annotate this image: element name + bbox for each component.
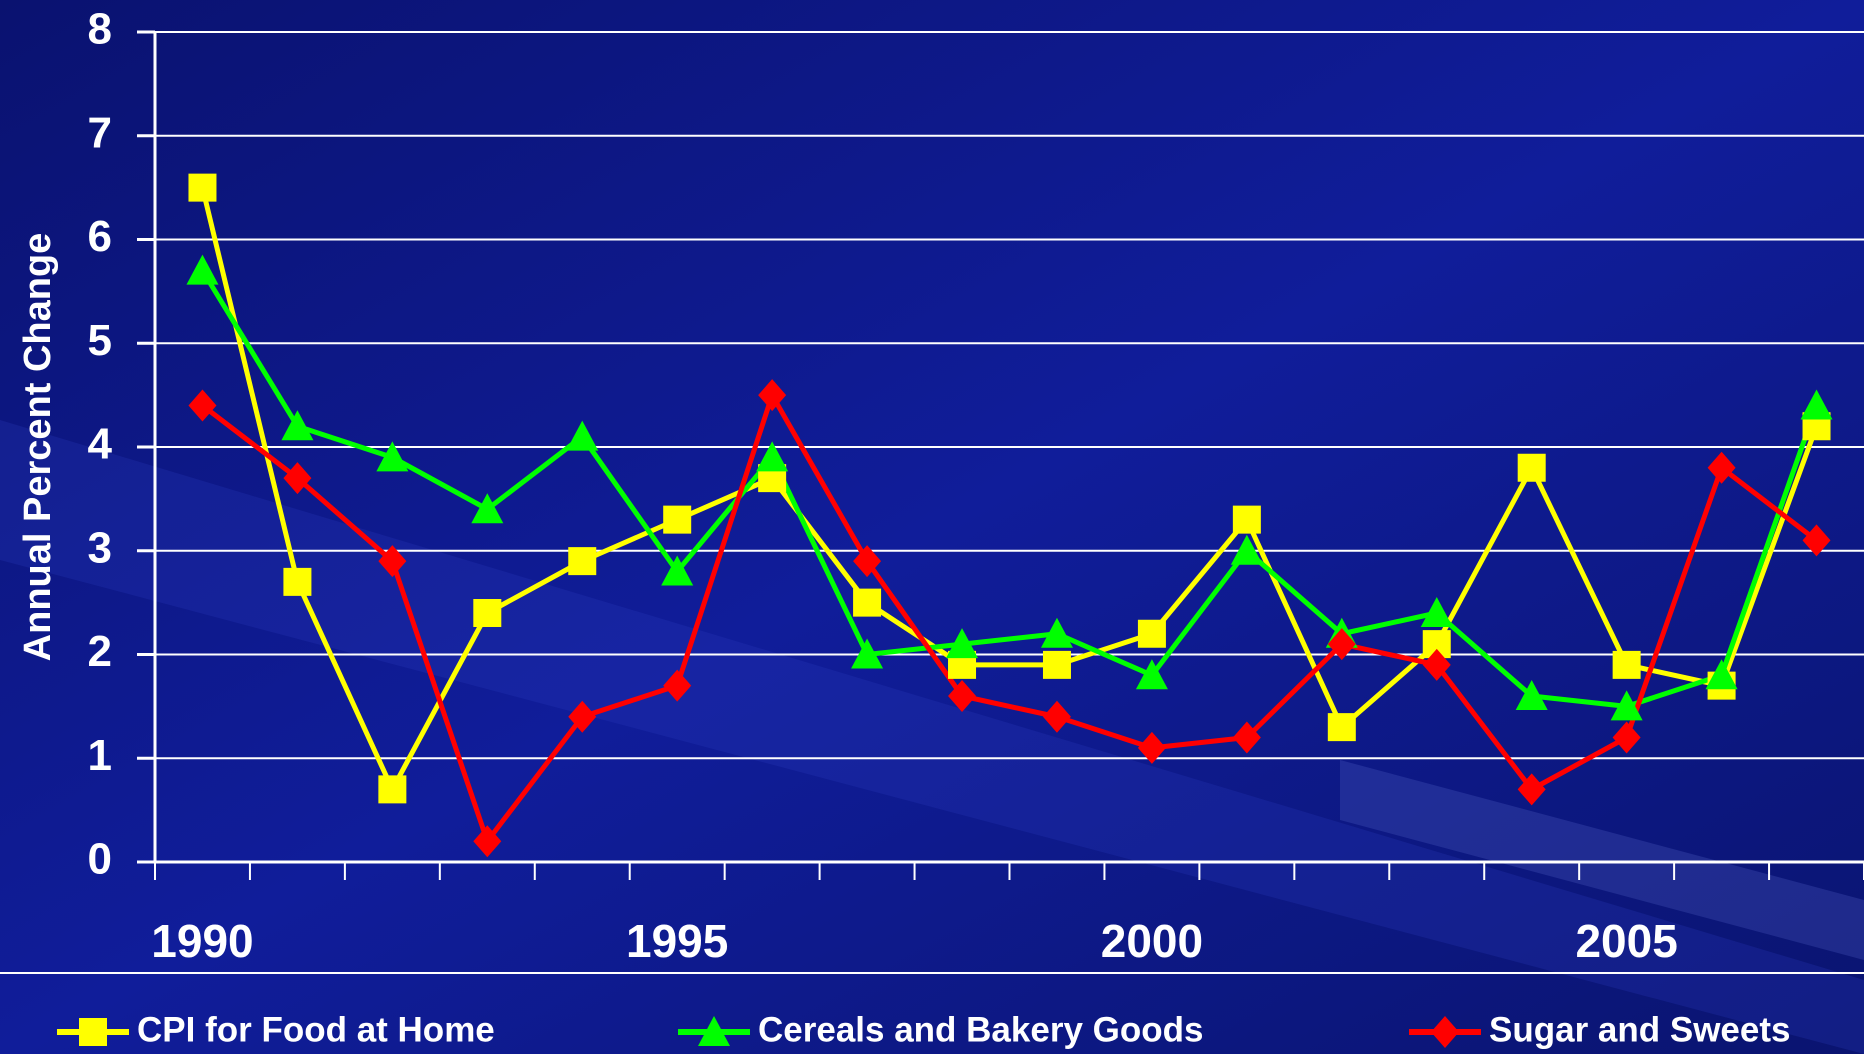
marker <box>188 389 217 422</box>
y-axis-label: Annual Percent Change <box>17 233 59 662</box>
marker <box>376 441 409 472</box>
x-tick-label: 2005 <box>1575 915 1677 967</box>
marker <box>1327 713 1356 742</box>
marker <box>283 567 312 596</box>
marker <box>473 599 502 627</box>
legend-marker <box>698 1016 730 1046</box>
legend-label: Sugar and Sweets <box>1489 1010 1790 1049</box>
marker <box>853 545 882 578</box>
background-streak <box>0 420 1864 1054</box>
marker <box>1232 505 1261 534</box>
marker <box>1517 453 1546 482</box>
marker <box>281 410 314 441</box>
y-tick-label: 6 <box>88 212 112 261</box>
marker <box>663 505 692 534</box>
marker <box>188 173 217 202</box>
y-tick-label: 8 <box>88 5 112 54</box>
marker <box>946 628 979 659</box>
legend-marker <box>1431 1016 1459 1048</box>
y-tick-label: 0 <box>88 835 112 884</box>
y-tick-label: 3 <box>88 523 112 572</box>
background-streak <box>1340 760 1864 960</box>
marker <box>851 638 884 669</box>
marker <box>1042 700 1071 733</box>
y-tick-label: 1 <box>88 731 112 780</box>
marker <box>1517 773 1546 806</box>
marker <box>1420 597 1453 627</box>
marker <box>1707 451 1736 484</box>
marker <box>1135 659 1168 690</box>
marker <box>758 379 787 412</box>
marker <box>1042 650 1071 679</box>
marker <box>378 775 407 804</box>
legend-label: CPI for Food at Home <box>137 1010 495 1049</box>
series-line <box>200 392 1819 844</box>
marker <box>283 462 312 495</box>
legend-label: Cereals and Bakery Goods <box>758 1010 1203 1049</box>
marker <box>1612 650 1641 679</box>
y-tick-label: 2 <box>88 627 112 676</box>
marker <box>473 825 502 858</box>
marker <box>1612 721 1641 754</box>
marker <box>566 420 599 451</box>
x-tick-label: 1990 <box>151 915 253 967</box>
marker <box>663 669 692 702</box>
marker <box>1137 731 1166 764</box>
marker <box>1800 389 1833 420</box>
x-tick-label: 1995 <box>626 915 728 967</box>
legend-marker <box>79 1018 107 1046</box>
marker <box>1040 617 1073 648</box>
marker <box>1705 659 1738 690</box>
marker <box>1515 680 1548 710</box>
marker <box>1422 648 1451 681</box>
marker <box>1802 524 1831 557</box>
series-line <box>200 187 1819 792</box>
marker <box>1232 721 1261 754</box>
y-tick-label: 5 <box>88 316 112 365</box>
x-tick-label: 2000 <box>1101 915 1203 967</box>
marker <box>853 588 882 617</box>
marker <box>661 555 694 586</box>
marker <box>568 700 597 733</box>
marker <box>1230 534 1263 565</box>
marker <box>568 547 597 576</box>
marker <box>471 493 504 524</box>
marker <box>948 680 977 712</box>
y-tick-label: 4 <box>88 420 113 469</box>
marker <box>1610 690 1643 721</box>
marker <box>378 545 407 578</box>
marker <box>1327 628 1356 661</box>
marker <box>186 254 219 285</box>
marker <box>1137 619 1166 648</box>
series-line <box>200 269 1819 709</box>
y-tick-label: 7 <box>88 108 112 157</box>
marker <box>756 441 789 472</box>
